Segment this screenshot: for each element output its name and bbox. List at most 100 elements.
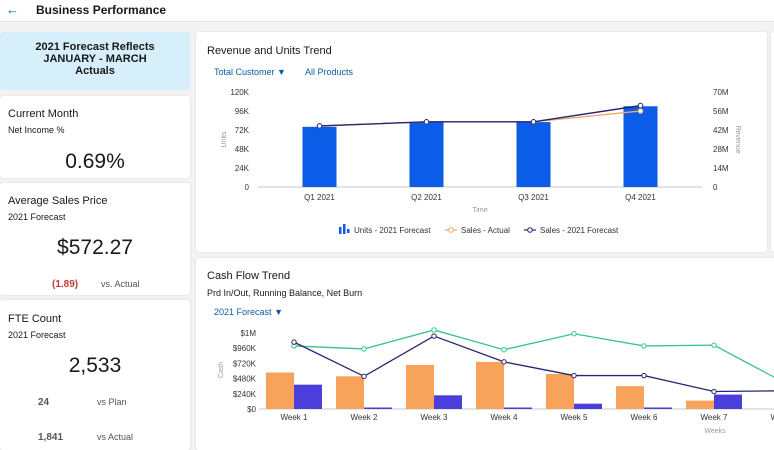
cash-flow-chart: $0 $240K $480K $720K $960K $1M Cash Week 1 Week … <box>218 327 774 435</box>
cash-flow-card: Cash Flow Trend Prd In/Out, Running Bala… <box>196 258 774 450</box>
y-tick-label: $720K <box>233 359 257 368</box>
prd-out-bar <box>364 407 392 409</box>
banner-line-3: Actuals <box>75 65 115 77</box>
y-tick-label: $240K <box>233 390 257 399</box>
y-axis-label: Units <box>221 131 228 147</box>
y-tick-label: 0 <box>245 183 250 192</box>
x-tick-label: Week 1 <box>281 413 309 422</box>
running-balance-point <box>711 342 717 348</box>
sales-forecast-point <box>637 102 644 109</box>
y-tick-label: 120K <box>230 88 249 97</box>
running-balance-point <box>431 327 437 333</box>
current-month-card: Current Month Net Income % 0.69% <box>0 96 190 178</box>
legend-marker-icon <box>448 227 454 233</box>
sales-forecast-point <box>423 119 430 125</box>
net-burn-point <box>641 372 647 379</box>
plan-label: vs Plan <box>97 397 127 407</box>
x-tick-label: Week 6 <box>631 413 659 422</box>
prd-out-bar <box>644 407 672 409</box>
y-tick-label: $480K <box>233 375 257 384</box>
bar-chart-icon <box>343 224 346 234</box>
net-burn-point <box>711 388 717 395</box>
forecast-filter-dropdown[interactable]: 2021 Forecast ▼ <box>214 307 283 317</box>
running-balance-point <box>641 343 647 349</box>
prd-out-bar <box>294 384 322 409</box>
chart-subtitle: Prd In/Out, Running Balance, Net Burn <box>207 288 363 298</box>
y2-tick-label: 42M <box>713 126 729 135</box>
prd-in-bar <box>616 386 644 409</box>
y-tick-label: $960K <box>233 344 257 353</box>
chart-title: Revenue and Units Trend <box>207 45 332 57</box>
kpi-title: Current Month <box>8 108 79 120</box>
banner-line-1: 2021 Forecast Reflects <box>35 41 155 53</box>
x-tick-label: Week 5 <box>561 413 589 422</box>
top-bar: ← Business Performance <box>0 0 774 22</box>
delta-label: vs. Actual <box>101 279 140 289</box>
x-axis-label: Time <box>472 207 487 214</box>
prd-in-bar <box>686 400 714 409</box>
banner-line-2: JANUARY - MARCH <box>43 53 147 65</box>
legend-sales-actual: Sales - Actual <box>461 226 510 235</box>
y2-tick-label: 0 <box>713 183 718 192</box>
sales-forecast-line <box>319 104 641 127</box>
prd-out-bar <box>434 395 462 409</box>
caret-down-icon: ▼ <box>274 307 283 317</box>
kpi-value: 0.69% <box>65 150 125 173</box>
fte-count-card: FTE Count 2021 Forecast 2,533 24 vs Plan… <box>0 300 190 450</box>
y2-tick-label: 28M <box>713 145 729 154</box>
caret-down-icon: ▼ <box>277 67 286 77</box>
units-bar <box>516 122 551 187</box>
filter-label: 2021 Forecast <box>214 307 272 317</box>
sales-forecast-point <box>530 119 537 125</box>
bar-chart-icon <box>339 227 342 234</box>
y2-axis-label: Revenue <box>734 125 741 153</box>
bar-chart-icon <box>347 229 350 233</box>
kpi-value: $572.27 <box>57 236 133 259</box>
prd-in-bar <box>266 372 294 409</box>
back-arrow-icon[interactable]: ← <box>6 2 19 17</box>
y-tick-label: 72K <box>235 126 250 135</box>
kpi-subtitle: 2021 Forecast <box>8 212 66 222</box>
revenue-units-card: Revenue and Units Trend Total Customer ▼… <box>196 32 767 252</box>
x-tick-label: Week 7 <box>701 413 729 422</box>
x-tick-label: Q4 2021 <box>625 193 656 202</box>
units-bar <box>409 122 444 187</box>
page-title: Business Performance <box>36 3 167 17</box>
running-balance-point <box>501 347 507 353</box>
running-balance-line <box>293 329 774 378</box>
sales-forecast-point <box>316 123 323 129</box>
kpi-title: FTE Count <box>8 313 62 325</box>
kpi-subtitle: 2021 Forecast <box>8 330 66 340</box>
filter-label: Total Customer <box>214 67 275 77</box>
running-balance-point <box>361 346 367 352</box>
y2-tick-label: 56M <box>713 107 729 116</box>
actual-label: vs Actual <box>97 432 134 442</box>
units-bar <box>623 106 658 187</box>
net-burn-point <box>431 333 437 339</box>
x-tick-label: Week 8 <box>771 413 774 422</box>
chart-title: Cash Flow Trend <box>207 270 291 282</box>
x-tick-label: Week 3 <box>421 413 449 422</box>
x-axis-label: Weeks <box>704 428 726 435</box>
customer-filter-dropdown[interactable]: Total Customer ▼ <box>214 67 286 77</box>
y-tick-label: $1M <box>240 329 256 338</box>
kpi-subtitle: Net Income % <box>8 125 65 135</box>
prd-in-bar <box>546 374 574 409</box>
y2-tick-label: 14M <box>713 164 729 173</box>
legend-marker-icon <box>527 227 533 233</box>
net-burn-point <box>361 373 367 380</box>
x-tick-label: Q1 2021 <box>304 193 335 202</box>
units-bar <box>302 126 337 187</box>
prd-in-bar <box>336 376 364 409</box>
prd-out-bar <box>574 403 602 409</box>
product-filter-link[interactable]: All Products <box>305 67 354 77</box>
y-axis-label: Cash <box>218 362 225 378</box>
net-burn-point <box>501 359 507 365</box>
actual-value: 1,841 <box>38 432 64 443</box>
net-burn-line <box>293 335 774 393</box>
delta-value: (1.89) <box>52 279 79 290</box>
net-burn-point <box>571 372 577 379</box>
revenue-units-chart: 0 24K 48K 72K 96K 120K 0 14M 28M 42M 56M 70M Units Re… <box>221 88 741 235</box>
x-tick-label: Week 2 <box>351 413 379 422</box>
average-sales-price-card: Average Sales Price 2021 Forecast $572.2… <box>0 183 190 295</box>
